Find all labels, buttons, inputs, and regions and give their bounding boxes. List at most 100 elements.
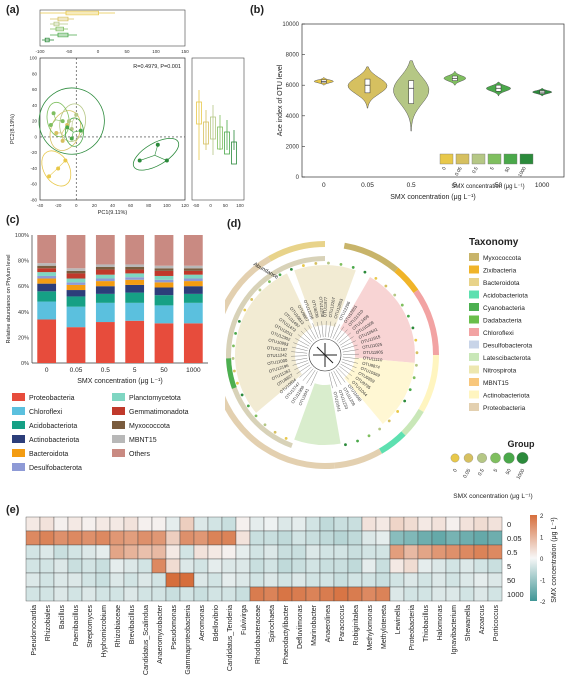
heatmap-col-label: Spirochaeta (269, 605, 276, 642)
stacked-bar-segment (125, 284, 145, 293)
legend-swatch (112, 435, 125, 443)
heatmap-cell (165, 586, 181, 602)
heatmap-cell (487, 516, 503, 532)
heatmap-col-label: Bdellovibrio (213, 605, 220, 641)
heatmap-cell (39, 572, 55, 588)
heatmap-scale-label: 1 (540, 536, 544, 542)
legend-label: Acidobacteriota (29, 423, 77, 430)
heatmap-cell (403, 516, 419, 532)
heatmap-cell (179, 530, 195, 546)
tree-branch (338, 332, 351, 344)
y-tick-label: 100 (29, 56, 37, 61)
heatmap-cell (445, 586, 461, 602)
x-tick-label: 120 (181, 203, 189, 208)
taxonomy-outer-arc (401, 409, 424, 436)
group-dot (250, 298, 254, 301)
right-box-tick: 100 (236, 203, 244, 208)
otu-label: OTU12267 (328, 296, 337, 318)
legend-swatch (112, 393, 125, 401)
y-tick-label: 40 (32, 103, 38, 108)
tree-branch (341, 361, 357, 369)
tree-branch (327, 321, 332, 338)
heatmap-cell (193, 586, 209, 602)
otu-label: OTU12258 (318, 296, 325, 318)
sample-point (164, 158, 169, 163)
top-box-tick: 50 (124, 49, 130, 54)
taxonomy-swatch (469, 278, 479, 286)
heatmap-col-label: Robiginitalea (353, 605, 360, 646)
heatmap-cell (445, 516, 461, 532)
tree-branch (300, 330, 313, 343)
y-tick-label: 60 (32, 87, 38, 92)
sample-point (60, 119, 65, 124)
stacked-bar-segment (154, 279, 174, 283)
tree-branch (341, 340, 356, 348)
panel-label-b: (b) (250, 4, 265, 16)
heatmap-cell (291, 544, 307, 560)
group-dot (232, 344, 235, 348)
sample-point (51, 111, 56, 116)
group-dot (339, 262, 343, 266)
heatmap-cell (221, 544, 237, 560)
taxonomy-title: Taxonomy (469, 237, 519, 248)
top-box (57, 16, 69, 22)
heatmap-cell (249, 586, 265, 602)
right-box (203, 121, 209, 145)
legend-swatch (112, 407, 125, 415)
taxonomy-swatch (469, 290, 479, 299)
heatmap-row-label: 1000 (507, 590, 524, 599)
genus-heatmap: 0 0.05 0.5 5 50 1000 Pseudonocardia Rhizobiales… (25, 514, 558, 675)
stacked-bar-segment (37, 263, 57, 266)
heatmap-cell (193, 544, 209, 560)
stacked-bar-segment (183, 281, 203, 287)
stacked-bar-segment (95, 302, 115, 323)
group-ellipse (46, 101, 70, 138)
right-box-tick: 0 (209, 203, 212, 208)
y-tick-label: 0 (296, 175, 300, 181)
legend-swatch (112, 449, 125, 457)
heatmap-cell (109, 572, 125, 588)
stacked-bar-segment (95, 293, 115, 303)
otu-label: OTU11000 (267, 358, 288, 367)
heatmap-cell (389, 558, 405, 574)
taxonomy-swatch (469, 253, 479, 261)
heatmap-cell (53, 586, 69, 602)
heatmap-cell (39, 586, 55, 602)
heatmap-cell (249, 572, 265, 588)
heatmap-cell (137, 544, 153, 560)
taxonomy-label: Latescibacterota (483, 355, 531, 362)
heatmap-cell (473, 558, 489, 574)
heatmap-cell (179, 586, 195, 602)
clade-shade (340, 277, 415, 363)
group-dot (273, 430, 277, 434)
stacked-bar-segment (37, 301, 57, 320)
taxonomy-label: Zixibacteria (483, 268, 517, 275)
legend-label: Chloroflexi (29, 409, 63, 416)
heatmap-cell (221, 572, 237, 588)
group-dot (411, 326, 415, 330)
tree-branch (339, 365, 352, 377)
group-dot (387, 419, 391, 423)
heatmap-col-label: Hyphomicrobium (101, 605, 108, 658)
taxonomy-label: Desulfobacterota (483, 343, 533, 350)
group-label: 1000 (515, 468, 526, 481)
stacked-bar-segment (154, 268, 174, 271)
stacked-bar-segment (183, 302, 203, 324)
clade-shade (235, 273, 313, 413)
legend-swatch (12, 463, 25, 471)
heatmap-cell (53, 558, 69, 574)
heatmap-cell (403, 586, 419, 602)
heatmap-cell (25, 572, 41, 588)
y-tick-label: -20 (30, 150, 37, 155)
heatmap-cell (389, 530, 405, 546)
stacked-bar-segment (66, 296, 86, 307)
heatmap-cell (123, 586, 139, 602)
heatmap-cell (291, 516, 307, 532)
tree-branch (299, 366, 312, 378)
heatmap-cell (389, 516, 405, 532)
stacked-bar-segment (66, 306, 86, 328)
stacked-bar-segment (183, 286, 203, 294)
heatmap-cell (81, 572, 97, 588)
taxonomy-outer-arc (379, 431, 406, 454)
heatmap-cell (193, 530, 209, 546)
